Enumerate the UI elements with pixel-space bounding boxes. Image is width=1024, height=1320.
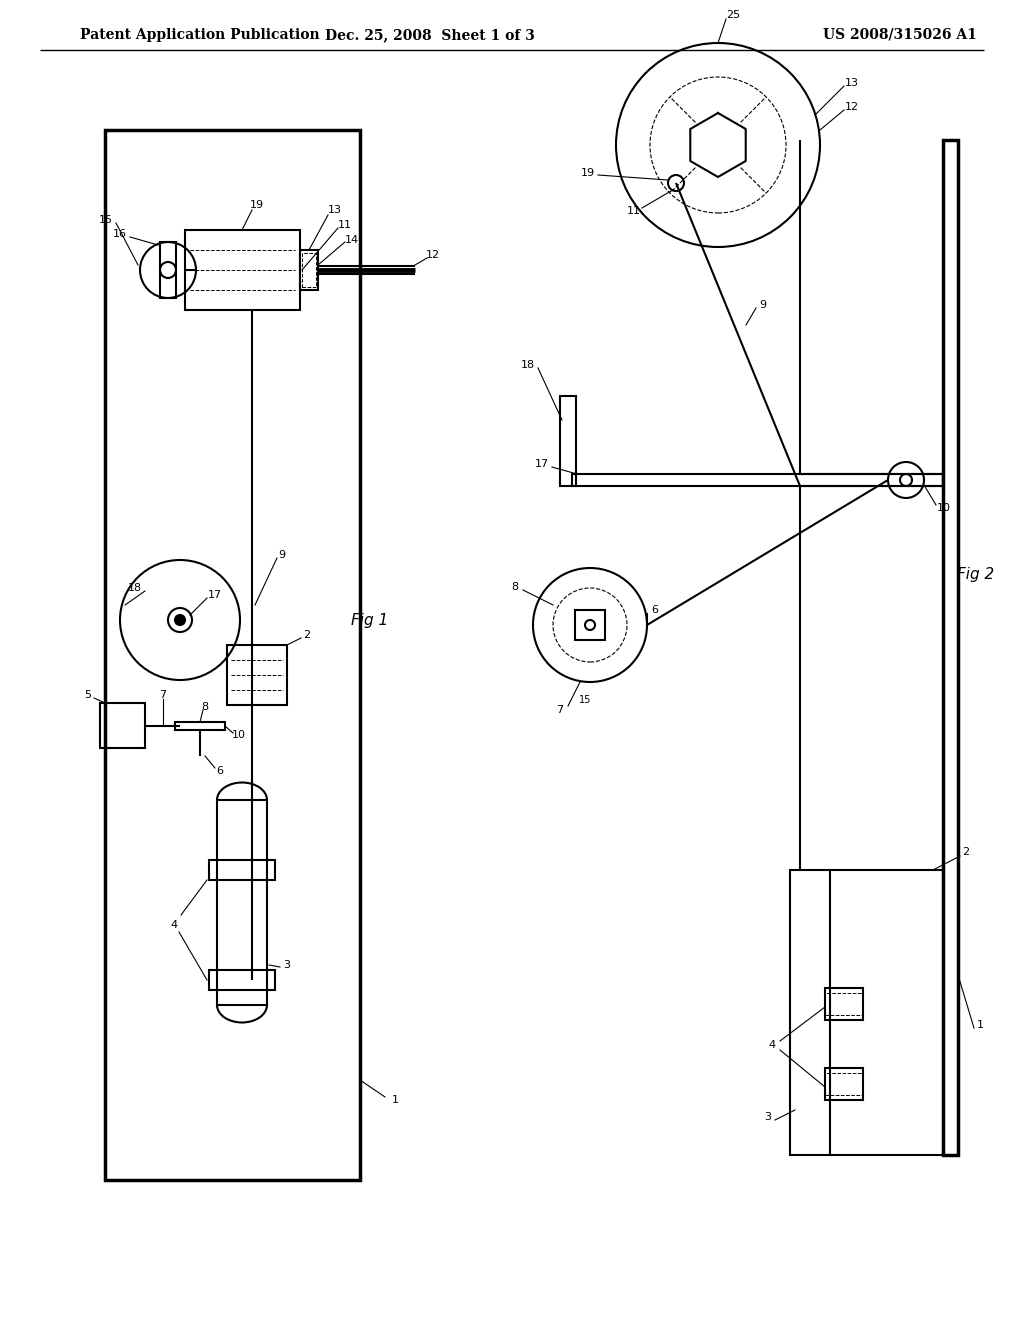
Bar xyxy=(943,140,958,1155)
Text: 12: 12 xyxy=(845,102,859,112)
Text: 18: 18 xyxy=(128,583,142,593)
Bar xyxy=(572,474,943,486)
Text: 1: 1 xyxy=(977,1020,983,1030)
Text: 7: 7 xyxy=(160,690,167,700)
Text: Patent Application Publication: Patent Application Publication xyxy=(80,28,319,42)
Text: US 2008/315026 A1: US 2008/315026 A1 xyxy=(823,28,977,42)
Bar xyxy=(185,230,300,310)
Text: 9: 9 xyxy=(760,300,767,310)
Bar xyxy=(300,249,318,290)
Text: 16: 16 xyxy=(113,228,127,239)
Text: 2: 2 xyxy=(963,847,970,857)
Bar xyxy=(825,1073,863,1096)
Bar xyxy=(575,610,605,640)
Text: Fig 2: Fig 2 xyxy=(957,568,994,582)
Bar xyxy=(227,645,287,705)
Text: 5: 5 xyxy=(85,690,91,700)
Text: 3: 3 xyxy=(284,960,291,970)
Bar xyxy=(560,396,575,486)
Bar xyxy=(105,129,360,1180)
Text: 8: 8 xyxy=(202,702,209,711)
Text: 1: 1 xyxy=(391,1096,398,1105)
Text: Dec. 25, 2008  Sheet 1 of 3: Dec. 25, 2008 Sheet 1 of 3 xyxy=(325,28,535,42)
Bar xyxy=(825,993,863,1015)
Bar xyxy=(100,704,145,748)
Bar xyxy=(209,861,275,880)
Text: 13: 13 xyxy=(328,205,342,215)
Text: 4: 4 xyxy=(768,1040,775,1049)
Bar xyxy=(302,253,316,286)
Text: 15: 15 xyxy=(99,215,113,224)
Text: 15: 15 xyxy=(579,696,591,705)
Text: 12: 12 xyxy=(426,249,440,260)
Bar xyxy=(209,970,275,990)
Text: 2: 2 xyxy=(303,630,310,640)
Bar xyxy=(175,722,225,730)
Text: 13: 13 xyxy=(845,78,859,88)
Text: 6: 6 xyxy=(216,766,223,776)
Text: 11: 11 xyxy=(627,206,641,216)
Bar xyxy=(790,870,943,1155)
Text: 17: 17 xyxy=(535,459,549,469)
Text: 11: 11 xyxy=(338,220,352,230)
Text: 6: 6 xyxy=(651,605,658,615)
Text: 10: 10 xyxy=(232,730,246,741)
Circle shape xyxy=(175,615,185,624)
Text: 17: 17 xyxy=(208,590,222,601)
Text: Fig 1: Fig 1 xyxy=(351,612,389,627)
Text: 19: 19 xyxy=(581,168,595,178)
Text: 10: 10 xyxy=(937,503,951,513)
Bar xyxy=(160,242,176,298)
Text: 9: 9 xyxy=(279,550,286,560)
Text: 7: 7 xyxy=(556,705,563,715)
Bar xyxy=(825,987,863,1020)
Text: 14: 14 xyxy=(345,235,359,246)
Text: 18: 18 xyxy=(521,360,536,370)
Bar xyxy=(217,800,267,1005)
Text: 8: 8 xyxy=(511,582,518,591)
Text: 19: 19 xyxy=(250,201,264,210)
Text: 25: 25 xyxy=(726,11,740,20)
Bar xyxy=(825,1068,863,1100)
Text: 3: 3 xyxy=(765,1111,771,1122)
Text: 4: 4 xyxy=(170,920,177,931)
